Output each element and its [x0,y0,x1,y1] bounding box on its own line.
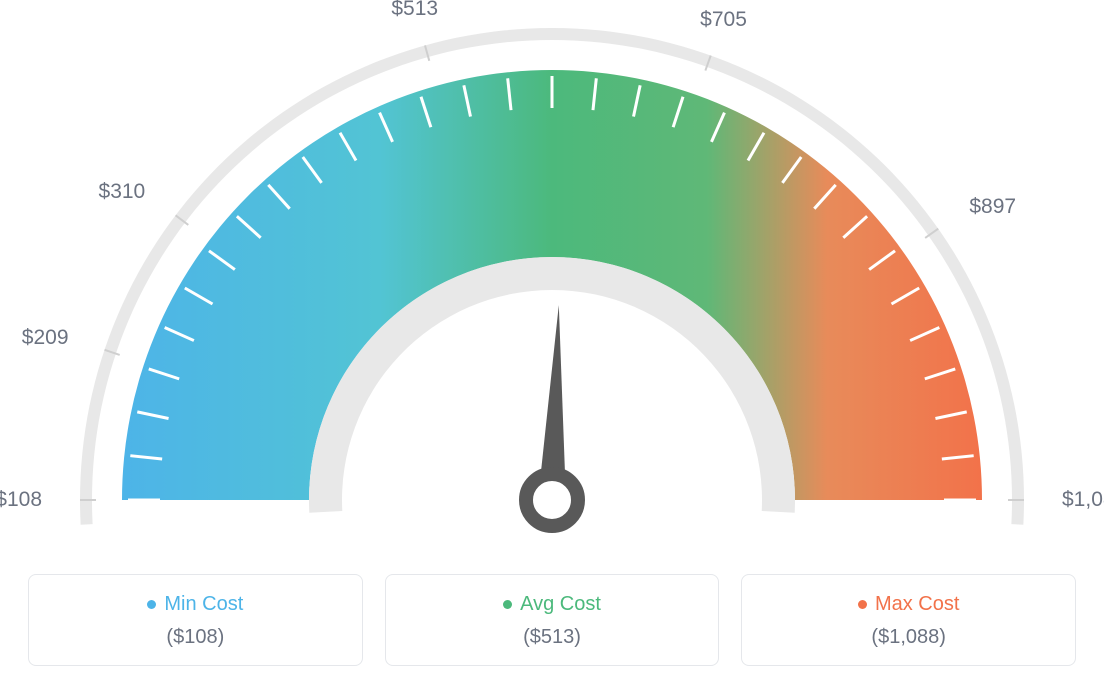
tick-label: $209 [0,326,69,350]
legend-card-max: Max Cost ($1,088) [741,574,1076,666]
legend-card-min: Min Cost ($108) [28,574,363,666]
legend-label: Min Cost [164,593,243,616]
gauge-area: $108 $209 $310 $513 $705 $897 $1,088 [0,0,1104,560]
tick-label: $108 [0,488,42,512]
tick-label: $513 [380,0,450,21]
tick-label: $1,088 [1062,488,1104,512]
cost-gauge-chart: $108 $209 $310 $513 $705 $897 $1,088 Min Cost … [0,0,1104,690]
tick-label: $705 [689,8,759,32]
legend-label: Avg Cost [520,593,601,616]
dot-icon [147,600,156,609]
tick-label: $897 [969,195,1016,219]
legend-label: Max Cost [875,593,959,616]
legend-value: ($108) [39,626,352,649]
legend-row: Min Cost ($108) Avg Cost ($513) Max Cost… [28,574,1076,666]
needle-hub [526,474,578,526]
gauge-svg [0,0,1104,560]
legend-value: ($513) [396,626,709,649]
legend-title-avg: Avg Cost [503,593,601,616]
legend-card-avg: Avg Cost ($513) [385,574,720,666]
legend-title-max: Max Cost [858,593,959,616]
dot-icon [503,600,512,609]
tick-label: $310 [75,180,145,204]
dot-icon [858,600,867,609]
legend-value: ($1,088) [752,626,1065,649]
legend-title-min: Min Cost [147,593,243,616]
